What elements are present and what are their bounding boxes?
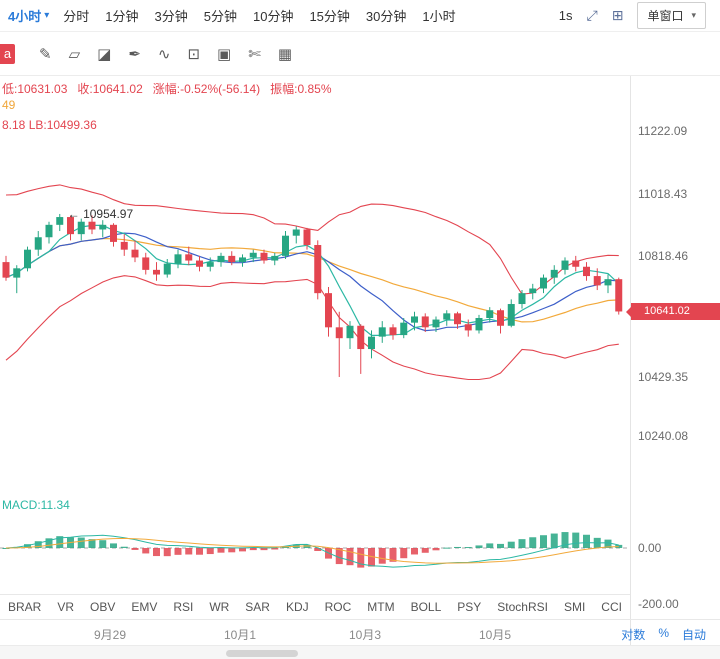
- timeframe-tab[interactable]: 30分钟: [365, 9, 407, 24]
- legend-low: 低:10631.03: [2, 82, 68, 96]
- price-axis-label: 10429.35: [638, 370, 689, 385]
- current-price-tag: 10641.02: [626, 303, 720, 320]
- time-axis[interactable]: 对数% 自动 9月29 10月1 10月3 10月5: [0, 620, 720, 645]
- trash-icon[interactable]: ▦: [277, 45, 292, 63]
- timeframe-list: 分时 1分钟 3分钟 5分钟 10分钟 15分钟 30分钟 1小时: [63, 6, 455, 25]
- legend-amplitude: 振幅:0.85%: [270, 82, 332, 96]
- topbar-right-group: 1s ⤢ ⊞ 单窗口 ▾: [559, 2, 706, 29]
- macd-axis-label: -200.00: [638, 597, 679, 611]
- time-axis-label: 10月5: [478, 628, 512, 642]
- price-axis-label: 11018.43: [638, 187, 688, 202]
- indicator-tab[interactable]: BRAR: [8, 600, 42, 614]
- chevron-down-icon: ▾: [44, 10, 50, 21]
- price-axis-label: 10240.08: [638, 429, 689, 443]
- timeframe-tab[interactable]: 分时: [63, 9, 90, 24]
- indicator-tab[interactable]: StochRSI: [497, 600, 548, 614]
- macd-axis-label: 0.00: [638, 541, 662, 555]
- indicator-tabs: BRAR VR OBV EMV RSI WR SAR KDJ ROC MTM BOLL PSY Stoc…: [0, 595, 630, 619]
- price-axis-label: 11222.09: [638, 124, 688, 138]
- indicator-tab[interactable]: PSY: [457, 600, 482, 614]
- price-axis-divider: [630, 76, 631, 645]
- screenshot-icon[interactable]: ✄: [248, 45, 261, 63]
- eraser-icon[interactable]: ◪: [97, 45, 112, 63]
- timeframe-tab[interactable]: 10分钟: [252, 9, 294, 24]
- macd-legend: MACD:11.34: [2, 498, 70, 512]
- grid-layout-icon[interactable]: ⊞: [611, 7, 624, 23]
- indicator-tab[interactable]: KDJ: [285, 600, 309, 614]
- horizontal-scrollbar[interactable]: [0, 645, 720, 659]
- timeframe-tab[interactable]: 3分钟: [154, 9, 188, 24]
- time-axis-divider: [0, 619, 720, 620]
- drawing-toolbar: a ✎ ▱ ◪ ✒ ∿ ⊡ ▣ ✄ ▦: [0, 32, 720, 76]
- resolution-label: 1s: [558, 8, 573, 23]
- current-price-value: 10641.02: [644, 305, 690, 317]
- timeframe-tab[interactable]: 1分钟: [105, 9, 139, 24]
- scale-controls: 对数% 自动: [621, 626, 706, 643]
- timeframe-tab[interactable]: 1小时: [422, 9, 456, 24]
- indicator-tab[interactable]: OBV: [89, 600, 116, 614]
- indicator-tab[interactable]: MTM: [367, 600, 395, 614]
- svg-text:← 10954.97: ← 10954.97: [68, 207, 134, 221]
- indicator-tab[interactable]: SMI: [563, 600, 586, 614]
- text-annotation-tool[interactable]: a: [0, 43, 15, 64]
- price-axis-label: 10818.46: [638, 249, 689, 264]
- timeframe-tab[interactable]: 5分钟: [203, 9, 237, 24]
- indicator-tab[interactable]: ROC: [324, 600, 352, 614]
- chevron-down-icon: ▾: [691, 10, 696, 20]
- time-axis-label: 10月3: [348, 628, 382, 642]
- indicator-tab[interactable]: BOLL: [410, 600, 442, 614]
- percent-scale-button[interactable]: %: [658, 626, 669, 640]
- time-axis-label: 10月1: [223, 628, 257, 642]
- time-axis-label: 9月29: [93, 628, 127, 642]
- candlestick-chart[interactable]: ← 10954.97: [0, 76, 630, 595]
- boll-legend: 8.18 LB:10499.36: [2, 118, 97, 132]
- indicator-tab[interactable]: SAR: [245, 600, 270, 614]
- window-mode-label: 单窗口: [647, 9, 684, 23]
- indicator-tab[interactable]: RSI: [173, 600, 194, 614]
- shapes-icon[interactable]: ▱: [68, 45, 81, 63]
- active-timeframe-label: 4小时: [8, 9, 42, 24]
- fullscreen-icon[interactable]: ⤢: [586, 7, 598, 23]
- indicator-tab[interactable]: EMV: [131, 600, 158, 614]
- export-icon[interactable]: ⊡: [187, 45, 201, 63]
- scrollbar-thumb[interactable]: [226, 650, 298, 657]
- indicator-tab[interactable]: VR: [57, 600, 74, 614]
- pen-icon[interactable]: ✒: [128, 45, 141, 63]
- timeframe-toolbar: 4小时 ▾ 分时 1分钟 3分钟 5分钟 10分钟 15分钟 30分钟 1小时 1s ⤢ ⊞ …: [0, 0, 720, 32]
- drawing-tool-list: ✎ ▱ ◪ ✒ ∿ ⊡ ▣ ✄ ▦: [33, 45, 292, 63]
- brush-icon[interactable]: ✎: [39, 45, 52, 63]
- indicator-tab[interactable]: WR: [209, 600, 230, 614]
- window-mode-button[interactable]: 单窗口 ▾: [637, 2, 706, 29]
- active-timeframe-dropdown[interactable]: 4小时 ▾: [8, 6, 49, 25]
- measure-icon[interactable]: ∿: [157, 45, 171, 63]
- ma-legend: 49: [2, 98, 16, 112]
- auto-scale-button[interactable]: 自动: [681, 628, 706, 642]
- legend-close: 收:10641.02: [77, 82, 143, 96]
- tabs-divider: [0, 594, 630, 595]
- timeframe-tab[interactable]: 15分钟: [309, 9, 350, 24]
- copy-icon[interactable]: ▣: [217, 45, 232, 63]
- legend-change: 涨幅:-0.52%(-56.14): [152, 82, 261, 96]
- log-scale-button[interactable]: 对数: [621, 628, 646, 642]
- indicator-tab[interactable]: CCI: [601, 600, 622, 614]
- ohlc-legend: 低:10631.03 收:10641.02 涨幅:-0.52%(-56.14) …: [2, 80, 332, 97]
